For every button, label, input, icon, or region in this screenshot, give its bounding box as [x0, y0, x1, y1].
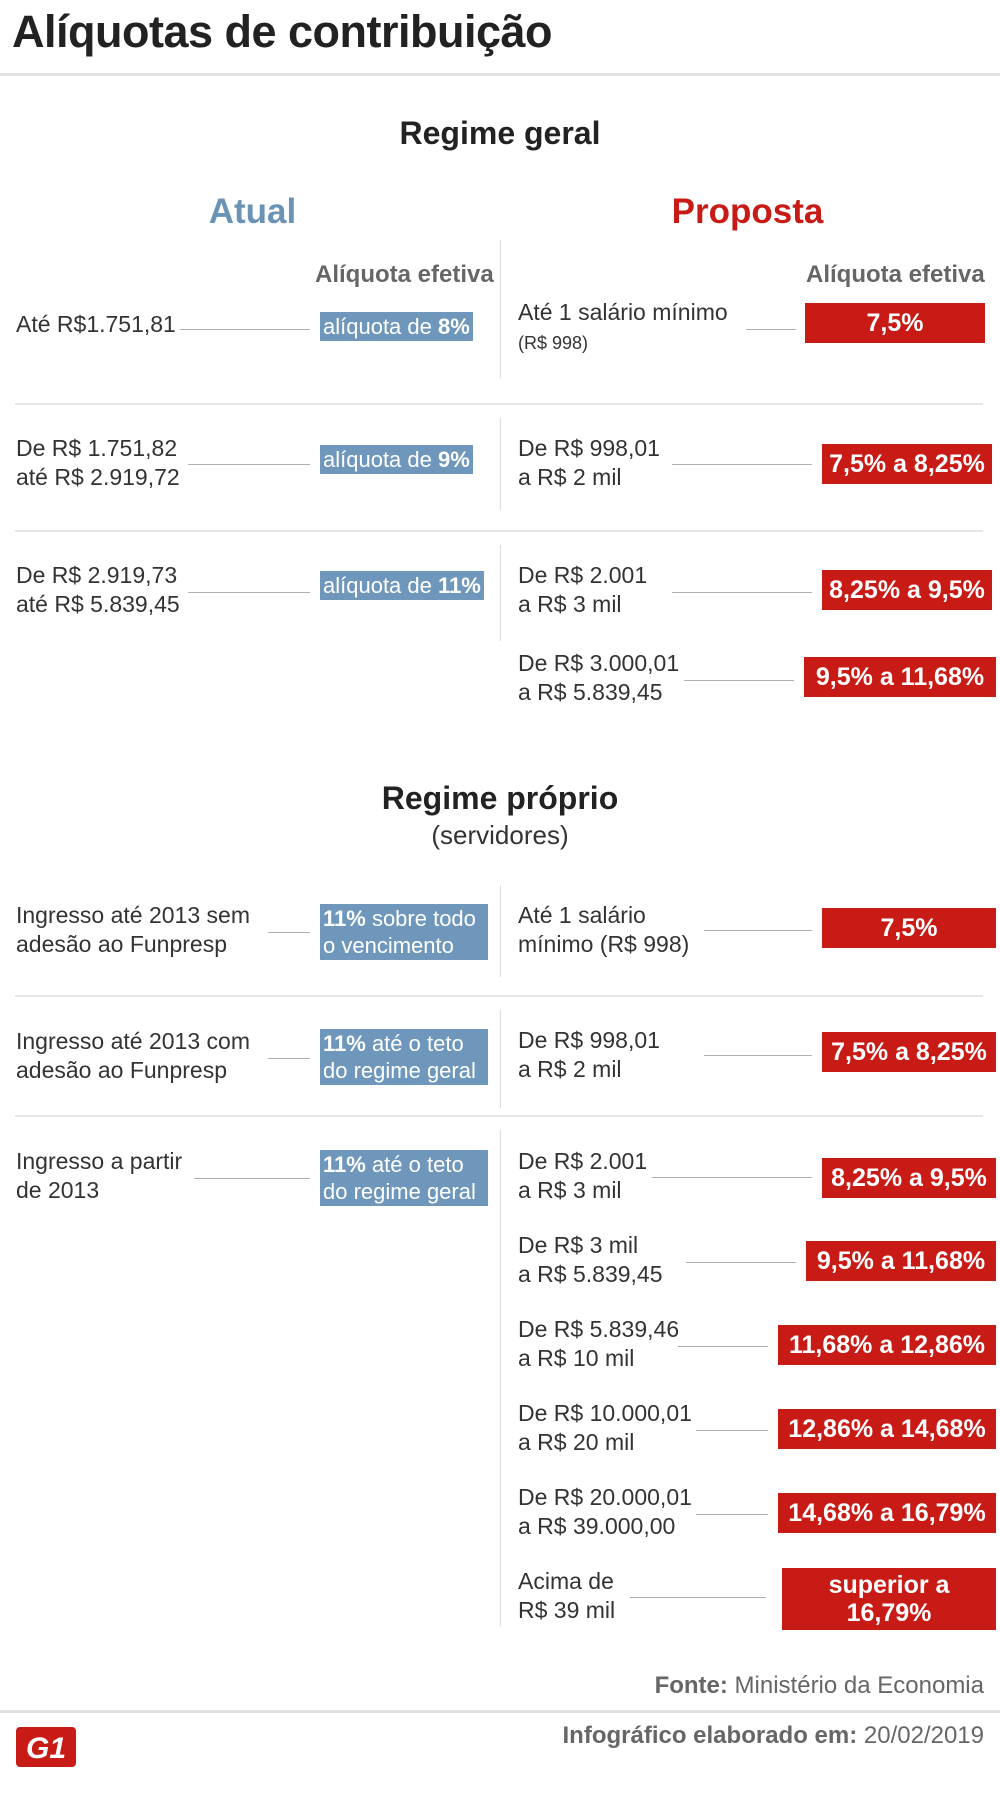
- g1-logo: G1: [16, 1727, 76, 1767]
- title-divider: [0, 73, 1000, 76]
- leader-line: [678, 1346, 768, 1347]
- proposta-column-header: Proposta: [671, 192, 824, 231]
- leader-line: [696, 1514, 768, 1515]
- rg-proposta-rate-2: 7,5% a 8,25%: [822, 444, 992, 484]
- leader-line: [746, 329, 796, 330]
- column-divider: [500, 418, 501, 510]
- leader-line: [188, 592, 310, 593]
- rg-proposta-range-2: De R$ 998,01 a R$ 2 mil: [518, 435, 660, 490]
- rp-proposta-range-6: De R$ 10.000,01 a R$ 20 mil: [518, 1400, 692, 1455]
- rg-atual-rate-1: alíquota de 8%: [320, 312, 473, 341]
- footer-divider: [0, 1710, 1000, 1713]
- rg-proposta-range-4: De R$ 3.000,01 a R$ 5.839,45: [518, 650, 680, 705]
- leader-line: [672, 592, 812, 593]
- rg-atual-range-1: Até R$1.751,81: [16, 311, 176, 337]
- rp-proposta-rate-3: 8,25% a 9,5%: [822, 1158, 996, 1198]
- rp-atual-rate-3: 11% até o teto do regime geral: [320, 1150, 488, 1206]
- row-separator: [15, 403, 983, 405]
- rp-proposta-range-8: Acima de R$ 39 mil: [518, 1568, 616, 1623]
- rp-proposta-rate-2: 7,5% a 8,25%: [822, 1032, 996, 1072]
- column-divider: [500, 545, 501, 641]
- rp-atual-range-3: Ingresso a partir de 2013: [16, 1148, 183, 1203]
- rp-proposta-range-2: De R$ 998,01 a R$ 2 mil: [518, 1027, 660, 1082]
- rp-proposta-range-5: De R$ 5.839,46 a R$ 10 mil: [518, 1316, 680, 1371]
- leader-line: [652, 1177, 812, 1178]
- page-title: Alíquotas de contribuição: [12, 6, 553, 57]
- rp-atual-rate-2: 11% até o teto do regime geral: [320, 1029, 488, 1085]
- rg-atual-range-2: De R$ 1.751,82 até R$ 2.919,72: [16, 435, 180, 490]
- column-divider: [500, 1010, 501, 1108]
- rp-atual-range-1: Ingresso até 2013 sem adesão ao Funpresp: [16, 902, 250, 957]
- row-separator: [15, 530, 983, 532]
- column-divider: [500, 1130, 501, 1626]
- rp-proposta-range-3: De R$ 2.001 a R$ 3 mil: [518, 1148, 648, 1203]
- rg-proposta-range-3: De R$ 2.001 a R$ 3 mil: [518, 562, 648, 617]
- leader-line: [684, 680, 794, 681]
- leader-line: [696, 1430, 768, 1431]
- leader-line: [686, 1262, 796, 1263]
- atual-column-header: Atual: [208, 192, 297, 231]
- source-note: Fonte: Ministério da Economia: [654, 1672, 984, 1699]
- rp-proposta-rate-1: 7,5%: [822, 908, 996, 948]
- column-divider: [500, 885, 501, 977]
- leader-line: [188, 464, 310, 465]
- column-divider: [500, 240, 501, 378]
- proposta-aliquota-efetiva-header: Alíquota efetiva: [806, 261, 985, 288]
- leader-line: [268, 1058, 310, 1059]
- rp-proposta-range-7: De R$ 20.000,01 a R$ 39.000,00: [518, 1484, 692, 1539]
- rg-proposta-rate-1: 7,5%: [805, 303, 985, 343]
- regime-geral-title: Regime geral: [399, 115, 601, 151]
- rp-proposta-range-1: Até 1 salário mínimo (R$ 998): [518, 902, 690, 957]
- leader-line: [180, 329, 310, 330]
- infographic-date: Infográfico elaborado em: 20/02/2019: [562, 1722, 985, 1749]
- rp-atual-rate-1: 11% sobre todo o vencimento: [320, 904, 488, 960]
- leader-line: [630, 1597, 766, 1598]
- rp-proposta-rate-5: 11,68% a 12,86%: [778, 1325, 996, 1365]
- rp-proposta-range-4: De R$ 3 mil a R$ 5.839,45: [518, 1232, 663, 1287]
- rg-atual-rate-3: alíquota de 11%: [320, 571, 484, 600]
- rp-atual-range-2: Ingresso até 2013 com adesão ao Funpresp: [16, 1028, 250, 1083]
- leader-line: [268, 932, 310, 933]
- leader-line: [672, 464, 812, 465]
- regime-proprio-title: Regime próprio: [381, 780, 619, 816]
- leader-line: [704, 1055, 812, 1056]
- leader-line: [704, 930, 812, 931]
- rp-proposta-rate-8: superior a 16,79%: [782, 1568, 996, 1630]
- g1-logo-text: G1: [26, 1732, 66, 1765]
- rp-proposta-rate-7: 14,68% a 16,79%: [778, 1493, 996, 1533]
- rp-proposta-rate-6: 12,86% a 14,68%: [778, 1409, 996, 1449]
- rg-proposta-rate-3: 8,25% a 9,5%: [822, 570, 992, 610]
- rg-atual-rate-2: alíquota de 9%: [320, 445, 473, 474]
- rg-proposta-range-1: Até 1 salário mínimo (R$ 998): [518, 299, 728, 353]
- rp-proposta-rate-4: 9,5% a 11,68%: [806, 1241, 996, 1281]
- row-separator: [15, 995, 983, 997]
- regime-proprio-subtitle: (servidores): [431, 820, 569, 850]
- rg-atual-range-3: De R$ 2.919,73 até R$ 5.839,45: [16, 562, 180, 617]
- row-separator: [15, 1115, 983, 1117]
- rg-proposta-rate-4: 9,5% a 11,68%: [804, 657, 996, 697]
- atual-aliquota-efetiva-header: Alíquota efetiva: [315, 261, 494, 288]
- leader-line: [194, 1178, 310, 1179]
